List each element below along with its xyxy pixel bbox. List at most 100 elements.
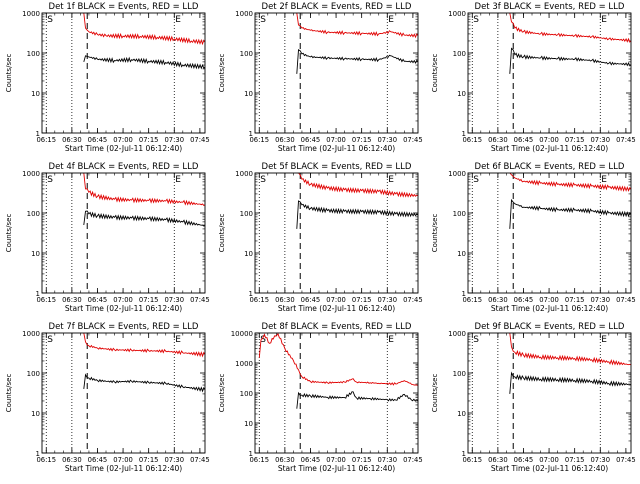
y-axis-label: Counts/sec	[218, 374, 226, 413]
end-marker-label: E	[388, 175, 394, 185]
events-series-line	[296, 391, 418, 409]
y-tick-label: 1000	[235, 10, 253, 18]
events-series-line	[509, 371, 631, 394]
x-axis-label: Start Time (02-Jul-11 06:12:40)	[491, 464, 608, 473]
x-tick-label: 07:00	[539, 136, 559, 144]
chart-title: Det 4f BLACK = Events, RED = LLD	[49, 162, 199, 172]
x-tick-label: 06:30	[62, 296, 82, 304]
x-tick-label: 06:30	[275, 456, 295, 464]
x-tick-label: 07:00	[113, 296, 133, 304]
x-tick-label: 07:30	[164, 296, 184, 304]
y-tick-label: 100	[240, 210, 253, 218]
lld-series-line	[83, 173, 205, 206]
end-marker-label: E	[601, 15, 607, 25]
y-axis-label: Counts/sec	[5, 214, 13, 253]
x-axis-label: Start Time (02-Jul-11 06:12:40)	[278, 464, 395, 473]
y-tick-label: 1000	[235, 170, 253, 178]
y-axis-label: Counts/sec	[431, 374, 439, 413]
plot-frame	[41, 12, 206, 134]
lld-series-line	[83, 13, 205, 46]
x-tick-label: 07:45	[190, 296, 210, 304]
x-axis-label: Start Time (02-Jul-11 06:12:40)	[491, 304, 608, 313]
plot-frame	[467, 172, 632, 294]
chart-title: Det 7f BLACK = Events, RED = LLD	[49, 322, 199, 332]
x-tick-label: 07:45	[403, 296, 423, 304]
x-tick-label: 07:30	[590, 456, 610, 464]
x-tick-label: 07:30	[164, 456, 184, 464]
x-axis-label: Start Time (02-Jul-11 06:12:40)	[65, 144, 182, 153]
x-tick-label: 07:00	[326, 136, 346, 144]
y-tick-label: 100	[27, 210, 40, 218]
end-marker-label: E	[175, 335, 181, 345]
y-tick-label: 10	[244, 90, 253, 98]
x-tick-label: 06:30	[275, 136, 295, 144]
start-marker-label: S	[47, 335, 53, 345]
x-tick-label: 06:45	[88, 296, 108, 304]
events-series-line	[83, 373, 205, 393]
x-tick-label: 07:45	[616, 136, 636, 144]
y-tick-label: 100	[240, 50, 253, 58]
x-tick-label: 06:30	[62, 456, 82, 464]
start-marker-label: S	[47, 175, 53, 185]
x-tick-label: 06:30	[488, 456, 508, 464]
y-tick-label: 10	[244, 250, 253, 258]
lld-series-line	[509, 173, 631, 192]
end-marker-label: E	[388, 335, 394, 345]
plot-frame	[254, 172, 419, 294]
detector-panel: Det 7f BLACK = Events, RED = LLD Counts/s…	[0, 320, 213, 484]
x-tick-label: 07:00	[326, 456, 346, 464]
y-tick-label: 1	[249, 450, 253, 458]
x-tick-label: 06:45	[88, 136, 108, 144]
lld-series-line	[258, 333, 418, 386]
end-marker-label: E	[388, 15, 394, 25]
plot-frame	[254, 332, 419, 454]
detector-panel: Det 5f BLACK = Events, RED = LLD Counts/s…	[213, 160, 426, 324]
lld-series-line	[296, 173, 418, 198]
x-tick-label: 06:45	[301, 296, 321, 304]
lld-series-line	[509, 333, 631, 366]
end-marker-label: E	[175, 175, 181, 185]
start-marker-label: S	[260, 15, 266, 25]
panel-chart: Det 5f BLACK = Events, RED = LLD Counts/s…	[218, 162, 423, 313]
x-tick-label: 07:45	[190, 136, 210, 144]
x-tick-label: 07:45	[616, 456, 636, 464]
y-tick-label: 100	[453, 50, 466, 58]
x-tick-label: 07:45	[403, 136, 423, 144]
x-axis-label: Start Time (02-Jul-11 06:12:40)	[65, 464, 182, 473]
y-tick-label: 10	[31, 90, 40, 98]
start-marker-label: S	[47, 15, 53, 25]
end-marker-label: E	[601, 175, 607, 185]
x-tick-label: 06:15	[249, 296, 269, 304]
x-axis-label: Start Time (02-Jul-11 06:12:40)	[491, 144, 608, 153]
events-series-line	[83, 55, 205, 70]
y-axis-label: Counts/sec	[5, 374, 13, 413]
x-tick-label: 06:45	[88, 456, 108, 464]
x-tick-label: 07:15	[139, 296, 159, 304]
x-tick-label: 07:15	[565, 456, 585, 464]
x-tick-label: 07:00	[539, 296, 559, 304]
events-series-line	[296, 200, 418, 229]
x-tick-label: 07:30	[377, 296, 397, 304]
y-tick-label: 1000	[22, 330, 40, 338]
chart-title: Det 5f BLACK = Events, RED = LLD	[262, 162, 412, 172]
y-tick-label: 1000	[22, 170, 40, 178]
y-tick-label: 1	[462, 450, 466, 458]
plot-frame	[467, 332, 632, 454]
x-tick-label: 07:00	[539, 456, 559, 464]
lld-series-line	[509, 13, 631, 43]
panel-chart: Det 3f BLACK = Events, RED = LLD Counts/s…	[431, 2, 636, 153]
x-tick-label: 06:45	[514, 456, 534, 464]
plot-frame	[467, 12, 632, 134]
y-tick-label: 10	[31, 410, 40, 418]
x-tick-label: 07:15	[352, 136, 372, 144]
x-tick-label: 06:45	[514, 136, 534, 144]
x-tick-label: 07:30	[590, 136, 610, 144]
detector-panel: Det 3f BLACK = Events, RED = LLD Counts/s…	[426, 0, 639, 164]
x-tick-label: 07:15	[352, 296, 372, 304]
x-tick-label: 06:45	[301, 456, 321, 464]
y-tick-label: 1	[36, 290, 40, 298]
y-tick-label: 1	[249, 290, 253, 298]
chart-title: Det 9f BLACK = Events, RED = LLD	[475, 322, 625, 332]
y-axis-label: Counts/sec	[218, 214, 226, 253]
x-tick-label: 07:45	[403, 456, 423, 464]
